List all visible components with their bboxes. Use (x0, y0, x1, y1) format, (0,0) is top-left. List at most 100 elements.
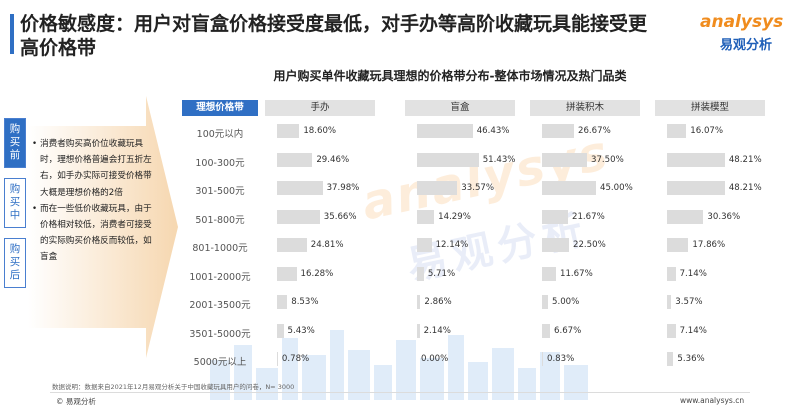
bar (277, 181, 323, 195)
bar (277, 238, 307, 252)
data-label: 0.83% (546, 354, 575, 364)
bar (417, 238, 432, 252)
data-label: 21.67% (572, 211, 605, 222)
data-label: 0.78% (281, 354, 310, 364)
price-band-label: 501-800元 (195, 214, 245, 226)
bar (667, 323, 676, 338)
data-label: 5.43% (287, 325, 315, 336)
data-label: 16.07% (690, 126, 724, 136)
insight-note: 而在一些低价收藏玩具，由于价格相对较低，消费者可接受的实际购买价格反而较低，如盲… (32, 201, 154, 266)
data-label: 16.28% (300, 268, 334, 279)
bar (667, 266, 676, 281)
city-skyline-graphic (210, 330, 588, 400)
data-label: 24.81% (310, 240, 344, 250)
data-label: 37.98% (326, 183, 360, 193)
bar (542, 124, 574, 138)
bar (277, 266, 297, 281)
bar (667, 209, 704, 224)
data-label: 5.36% (677, 354, 705, 364)
insight-notes: 消费者购买高价位收藏玩具时，理想价格普遍会打五折左右，如手办实际可接受价格带大概… (32, 136, 154, 266)
data-label: 7.14% (679, 268, 707, 279)
bar (542, 181, 596, 195)
data-label: 48.21% (728, 154, 762, 165)
data-label: 37.50% (591, 154, 624, 165)
data-label: 17.86% (692, 240, 726, 250)
bar (417, 209, 435, 224)
bar (417, 152, 479, 167)
bar (667, 238, 689, 252)
bar (542, 323, 550, 338)
data-label: 11.67% (560, 268, 593, 279)
data-label: 29.46% (316, 154, 350, 165)
price-band-label: 100-300元 (195, 157, 245, 169)
bar (542, 209, 568, 224)
data-label: 2.14% (423, 325, 451, 336)
data-label: 5.71% (427, 268, 456, 279)
data-label: 45.00% (600, 183, 633, 193)
price-band-label: 100元以内 (196, 129, 244, 140)
data-label: 2.86% (424, 297, 452, 307)
bar (542, 152, 587, 167)
data-label: 30.36% (707, 211, 741, 222)
chart-title: 用户购买单件收藏玩具理想的价格带分布-整体市场情况及热门品类 (273, 69, 627, 83)
data-label: 22.50% (573, 240, 606, 250)
price-band-label: 301-500元 (195, 186, 245, 197)
bar (277, 323, 284, 338)
bar (277, 152, 313, 167)
data-label: 51.43% (482, 154, 516, 165)
data-label: 7.14% (679, 325, 707, 336)
insight-note: 消费者购买高价位收藏玩具时，理想价格普遍会打五折左右，如手办实际可接受价格带大概… (32, 136, 154, 201)
price-band-label: 2001-3500元 (189, 300, 251, 311)
bar (667, 124, 687, 138)
data-label: 14.29% (438, 211, 471, 222)
series-header: 手办 (265, 100, 375, 116)
stage-before[interactable]: 购买前 (4, 118, 26, 168)
data-label: 26.67% (578, 126, 611, 136)
series-header: 拼装模型 (655, 100, 765, 116)
data-label: 3.57% (675, 297, 703, 307)
footer-copyright: © 易观分析 (56, 397, 96, 406)
data-label: 5.00% (552, 297, 580, 307)
title-accent-bar (10, 14, 14, 54)
bar (667, 181, 725, 195)
data-label: 6.67% (554, 325, 582, 336)
bar (667, 152, 725, 167)
bar (277, 295, 288, 309)
source-note: 数据说明：数据来自2021年12月易观分析关于中国收藏玩具用户的问卷，N= 30… (52, 383, 295, 391)
bar (667, 295, 672, 309)
data-label: 0.00% (421, 354, 449, 364)
price-band-label: 3501-5000元 (189, 328, 251, 340)
data-label: 33.57% (461, 183, 495, 193)
header-price-band: 理想价格带 (182, 100, 258, 116)
footer-divider (50, 392, 750, 393)
price-band-label: 5000元以上 (193, 357, 247, 368)
bar (417, 124, 473, 138)
series-header: 拼装积木 (530, 100, 640, 116)
bar (542, 295, 548, 309)
bar (277, 124, 300, 138)
bar (417, 295, 421, 309)
bar (667, 352, 674, 366)
data-label: 35.66% (323, 211, 357, 222)
stage-during[interactable]: 购买中 (4, 178, 26, 228)
brand-logo: analysys 易观分析 (700, 12, 790, 53)
logo-text-en: analysys (700, 12, 784, 32)
page-title: 价格敏感度：用户对盲盒价格接受度最低，对手办等高阶收藏玩具能接受更高价格带 (20, 13, 648, 59)
data-label: 18.60% (303, 126, 337, 136)
bar (277, 209, 320, 224)
bar (542, 266, 556, 281)
logo-text-cn: 易观分析 (720, 38, 773, 53)
footer-url: www.analysys.cn (680, 396, 745, 405)
bar (417, 181, 458, 195)
data-label: 48.21% (728, 183, 762, 193)
series-header: 盲盒 (405, 100, 515, 116)
data-label: 12.14% (435, 240, 469, 250)
bar (542, 238, 569, 252)
bar (542, 352, 543, 366)
bar (417, 266, 424, 281)
bar (417, 323, 420, 338)
data-label: 46.43% (476, 126, 510, 136)
stage-after[interactable]: 购买后 (4, 238, 26, 288)
price-band-label: 1001-2000元 (189, 271, 251, 283)
price-band-label: 801-1000元 (192, 243, 248, 254)
